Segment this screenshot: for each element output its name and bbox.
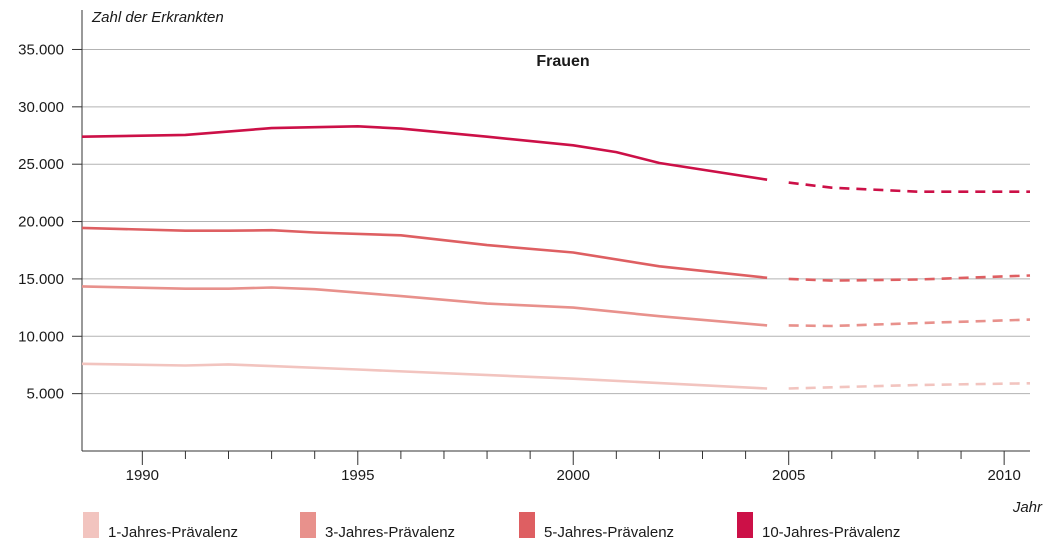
series-line-4-solid [81, 125, 768, 181]
x-tick-label: 2005 [772, 467, 805, 484]
series-line-3-projected [788, 274, 1031, 282]
y-tick-label: 20.000 [18, 214, 64, 231]
legend-swatch [83, 512, 99, 538]
y-tick-label: 35.000 [18, 41, 64, 58]
legend-swatch [300, 512, 316, 538]
legend: 1-Jahres-Prävalenz 3-Jahres-Prävalenz 5-Ja… [83, 512, 900, 541]
legend-swatch [519, 512, 535, 538]
x-tick-label: 2010 [987, 467, 1020, 484]
legend-swatch [737, 512, 753, 538]
y-tick-label: 15.000 [18, 271, 64, 288]
x-tick-label: 1995 [341, 467, 374, 484]
legend-label: 5-Jahres-Prävalenz [544, 524, 674, 541]
y-tick-label: 5.000 [26, 386, 64, 403]
series-line-2-solid [81, 285, 768, 327]
y-tick-label: 30.000 [18, 99, 64, 116]
series-line-2-projected [788, 318, 1031, 328]
legend-label: 10-Jahres-Prävalenz [762, 524, 900, 541]
series-line-4-projected [788, 181, 1030, 193]
y-axis-title: Zahl der Erkrankten [91, 9, 224, 26]
x-axis-title: Jahr [1012, 499, 1043, 516]
y-tick-label: 10.000 [18, 328, 64, 345]
series-line-1-solid [81, 362, 768, 390]
chart-title: Frauen [536, 53, 589, 70]
series-line-1-projected [788, 382, 1031, 390]
series-line-3-solid [81, 226, 768, 280]
y-tick-label: 25.000 [18, 156, 64, 173]
x-tick-label: 1990 [126, 467, 159, 484]
x-tick-label: 2000 [557, 467, 590, 484]
legend-label: 1-Jahres-Prävalenz [108, 524, 238, 541]
gridlines [82, 48, 1030, 395]
axes: 5.000 10.000 15.000 20.000 25.000 30.000 35.00… [18, 10, 1030, 484]
legend-label: 3-Jahres-Prävalenz [325, 524, 455, 541]
series-lines [81, 125, 1031, 390]
